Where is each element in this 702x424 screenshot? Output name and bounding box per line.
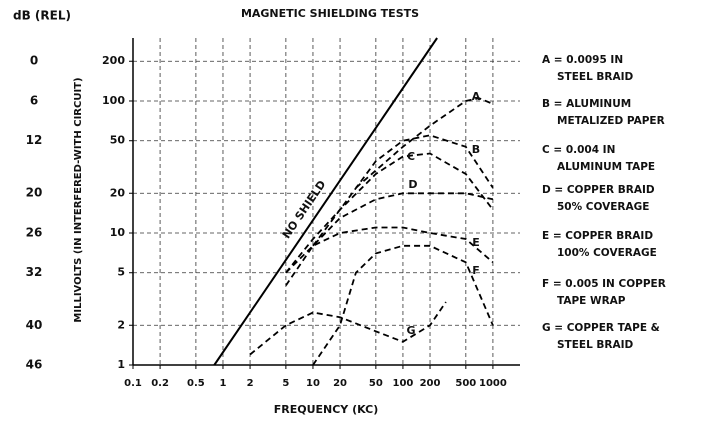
legend-entry: C = 0.004 IN	[542, 144, 615, 156]
line	[355, 97, 494, 189]
curve-label: A	[472, 90, 481, 103]
x-tick-label: 50	[369, 378, 383, 389]
curve-label: C	[407, 150, 415, 163]
y-tick-label: 5	[117, 266, 125, 279]
y2-tick-label: 20	[26, 186, 43, 200]
y-tick-label: 50	[110, 134, 126, 147]
line	[312, 244, 494, 366]
chart-title: MAGNETIC SHIELDING TESTS	[241, 7, 419, 20]
x-tick-label: 0.1	[124, 378, 142, 389]
x-tick-label: 0.5	[187, 378, 205, 389]
y2-tick-label: 6	[30, 93, 38, 107]
line	[285, 192, 494, 287]
y-tick-label: 1	[117, 358, 125, 371]
x-tick-label: 20	[333, 378, 347, 389]
y-axis-label: MILLIVOLTS (IN INTERFERED-WITH CIRCUIT)	[73, 77, 84, 322]
y2-tick-label: 40	[26, 318, 43, 332]
legend-entry: E = COPPER BRAID	[542, 230, 653, 242]
legend-entry: 100% COVERAGE	[557, 247, 657, 259]
y2-tick-label: 0	[30, 54, 38, 68]
y-tick-label: 10	[110, 226, 126, 239]
legend-entry: TAPE WRAP	[557, 295, 626, 307]
legend-entry: METALIZED PAPER	[557, 115, 665, 127]
legend-entry: G = COPPER TAPE &	[542, 322, 660, 334]
curve-label: F	[472, 264, 480, 277]
curve-label: E	[472, 236, 480, 249]
x-tick-label: 500	[455, 378, 476, 389]
y2-axis-label: dB (REL)	[13, 9, 71, 23]
legend-entry: D = COPPER BRAID	[542, 184, 655, 196]
x-tick-label: 10	[306, 378, 320, 389]
curve-label: G	[406, 324, 415, 337]
curve-label: B	[472, 143, 480, 156]
x-tick-label: 2	[247, 378, 254, 389]
y2-tick-label: 32	[26, 265, 43, 279]
x-tick-label: 200	[420, 378, 441, 389]
curve-label: D	[408, 178, 417, 191]
legend-entry: STEEL BRAID	[557, 71, 634, 83]
x-tick-label: 100	[392, 378, 413, 389]
legend-entry: ALUMINUM TAPE	[557, 161, 655, 173]
legend-entry: STEEL BRAID	[557, 339, 634, 351]
legend-entry: F = 0.005 IN COPPER	[542, 278, 666, 290]
x-tick-label: 5	[282, 378, 289, 389]
legend-entry: A = 0.0095 IN	[542, 54, 623, 66]
line	[249, 301, 447, 356]
y-tick-label: 200	[102, 54, 125, 67]
legend-entry: B = ALUMINUM	[542, 98, 631, 110]
y-tick-label: 100	[102, 94, 125, 107]
line	[213, 37, 438, 366]
x-tick-label: 0.2	[151, 378, 169, 389]
x-tick-label: 1	[219, 378, 226, 389]
line	[285, 226, 494, 274]
y-tick-label: 20	[110, 186, 126, 199]
y2-tick-label: 26	[26, 225, 43, 239]
legend-entry: 50% COVERAGE	[557, 201, 649, 213]
y2-tick-label: 12	[26, 133, 43, 147]
y2-tick-label: 46	[26, 357, 43, 371]
x-tick-label: 1000	[479, 378, 507, 389]
y-tick-label: 2	[117, 318, 125, 331]
x-axis-label: FREQUENCY (KC)	[274, 403, 379, 416]
